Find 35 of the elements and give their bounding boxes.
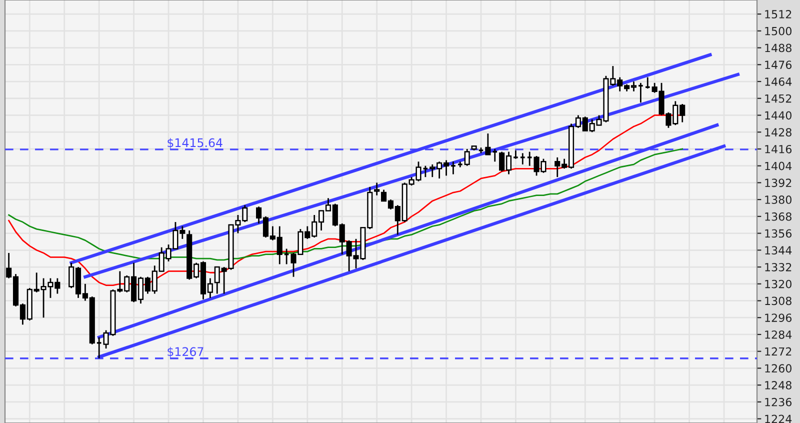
y-tick-label: 1380: [765, 196, 792, 204]
y-tick-label: 1368: [765, 212, 792, 221]
y-tick-label: 1404: [765, 162, 792, 170]
candlestick: [464, 148, 470, 167]
y-tick-label: 1428: [765, 128, 792, 136]
y-tick-label: 1296: [765, 314, 792, 322]
y-tick-label: 1488: [765, 44, 792, 52]
y-tick-label: 1224: [765, 414, 792, 423]
candlestick: [638, 82, 644, 104]
y-tick-label: 1476: [765, 60, 792, 70]
ref-line-label: $1267: [168, 346, 204, 358]
ref-line-label: $1415.64: [168, 138, 222, 149]
y-tick-label: 1392: [765, 178, 792, 188]
candlestick: [450, 160, 456, 175]
y-tick-label: 1500: [765, 26, 792, 36]
y-tick-label: 1356: [765, 229, 792, 238]
y-tick-label: 1464: [765, 77, 792, 86]
y-tick-label: 1440: [765, 111, 792, 120]
y-tick-label: 1248: [765, 381, 792, 390]
y-tick-label: 1260: [765, 364, 792, 373]
y-tick-label: 1344: [765, 246, 792, 255]
y-tick-label: 1272: [765, 347, 792, 356]
y-tick-label: 1236: [765, 398, 792, 406]
candlestick: [374, 182, 380, 196]
y-tick-label: 1332: [765, 262, 792, 272]
y-tick-label: 1416: [765, 144, 792, 154]
y-tick-label: 1320: [765, 280, 792, 288]
candlestick: [492, 148, 498, 162]
candlestick: [485, 132, 491, 156]
y-tick-label: 1308: [765, 296, 792, 306]
candlestick: [644, 76, 651, 90]
candlestick: [520, 152, 526, 166]
y-tick-label: 1452: [765, 94, 792, 103]
y-tick-label: 1512: [765, 10, 792, 18]
y-tick-label: 1284: [765, 330, 792, 339]
